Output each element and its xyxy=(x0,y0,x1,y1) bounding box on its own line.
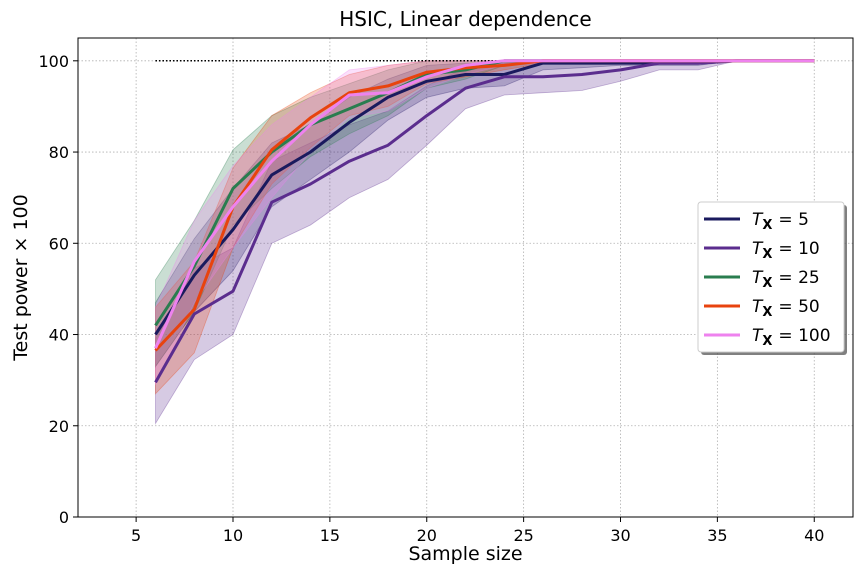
plot-frame xyxy=(77,37,854,518)
legend-base: T xyxy=(752,239,764,259)
chart-title: HSIC, Linear dependence xyxy=(339,7,591,31)
legend-entry: TX = 5 xyxy=(752,210,809,233)
legend-value: = 50 xyxy=(778,297,819,317)
x-tick-label: 5 xyxy=(131,526,141,545)
legend-base: T xyxy=(752,210,764,230)
legend-entry: TX = 25 xyxy=(752,268,820,291)
legend-entry: TX = 50 xyxy=(752,297,820,320)
x-axis-label: Sample size xyxy=(408,543,522,565)
legend-box xyxy=(697,201,845,353)
y-tick-label: 100 xyxy=(38,52,69,71)
series-line-4 xyxy=(154,59,815,349)
x-tick-label: 15 xyxy=(320,526,340,545)
x-tick-label: 30 xyxy=(610,526,630,545)
legend-base: T xyxy=(752,326,764,346)
grid xyxy=(78,38,853,518)
y-axis-label: Test power × 100 xyxy=(10,194,32,361)
y-tick-label: 20 xyxy=(49,417,69,436)
y-tick-label: 80 xyxy=(49,143,69,162)
y-tick-label: 0 xyxy=(59,508,69,527)
legend-value: = 100 xyxy=(778,326,830,346)
y-axis-ticks: 0 20 40 60 80 100 xyxy=(38,52,78,527)
x-tick-label: 25 xyxy=(513,526,533,545)
legend-subscript: X xyxy=(762,334,772,349)
legend-value: = 25 xyxy=(778,268,819,288)
x-tick-label: 10 xyxy=(223,526,243,545)
legend-subscript: X xyxy=(762,305,772,320)
legend-subscript: X xyxy=(762,247,772,262)
series-line-1 xyxy=(154,59,815,384)
legend-base: T xyxy=(752,268,764,288)
legend-value: = 5 xyxy=(778,210,808,230)
x-tick-label: 40 xyxy=(804,526,824,545)
legend-value: = 10 xyxy=(778,239,819,259)
x-tick-label: 35 xyxy=(707,526,727,545)
legend-entry: TX = 10 xyxy=(752,239,820,262)
x-tick-label: 20 xyxy=(417,526,437,545)
x-axis-ticks: 5 10 15 20 25 30 35 40 xyxy=(131,517,824,545)
y-tick-label: 40 xyxy=(49,326,69,345)
legend-base: T xyxy=(752,297,764,317)
legend-subscript: X xyxy=(762,218,772,233)
y-tick-label: 60 xyxy=(49,234,69,253)
series-lines xyxy=(154,59,815,384)
legend-subscript: X xyxy=(762,276,772,291)
legend-entry: TX = 100 xyxy=(752,326,831,349)
